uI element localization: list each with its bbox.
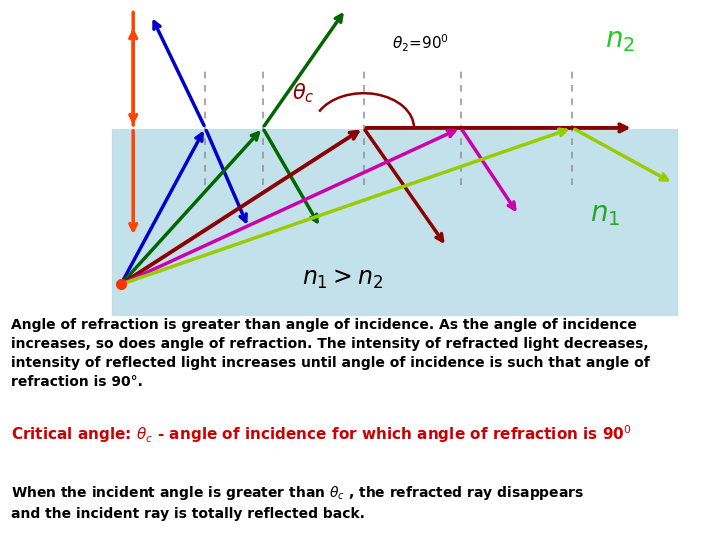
Text: $n_1$: $n_1$ [590, 200, 621, 228]
Text: Angle of refraction is greater than angle of incidence. As the angle of incidenc: Angle of refraction is greater than angl… [11, 318, 649, 389]
Bar [112, 128, 677, 316]
Text: $\mathbf{\it{n_1 > n_2}}$: $\mathbf{\it{n_1 > n_2}}$ [302, 267, 384, 291]
Text: When the incident angle is greater than $\theta_c$ , the refracted ray disappear: When the incident angle is greater than … [11, 484, 584, 521]
Text: $n_2$: $n_2$ [605, 26, 635, 54]
Text: $\theta_2$=90$^0$: $\theta_2$=90$^0$ [392, 32, 449, 53]
Text: $\theta_c$: $\theta_c$ [292, 82, 314, 105]
Text: Critical angle: $\theta_c$ - angle of incidence for which angle of refraction is: Critical angle: $\theta_c$ - angle of in… [11, 423, 631, 445]
